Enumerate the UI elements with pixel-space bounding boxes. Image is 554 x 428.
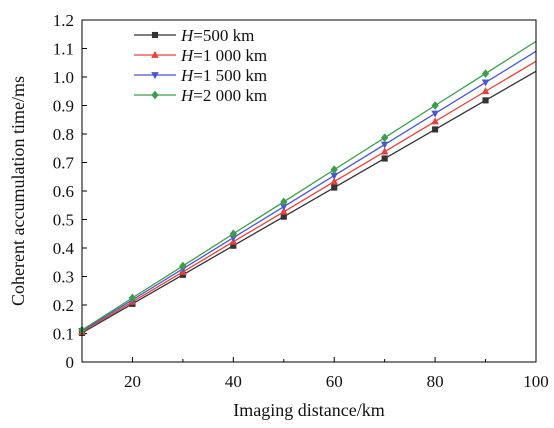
data-point (279, 203, 288, 211)
y-tick-label: 0.4 (53, 239, 75, 258)
y-tick-label: 0.1 (53, 325, 74, 344)
data-point (380, 141, 389, 149)
series-1 (78, 70, 537, 336)
data-point (431, 117, 439, 125)
legend-variable: H (180, 66, 195, 85)
data-point (179, 261, 187, 271)
legend-label: H=1 500 km (180, 66, 267, 85)
series-layer (78, 40, 537, 336)
data-point (229, 229, 237, 239)
x-axis-ticks: 20 40 60 80 100 (81, 357, 549, 391)
legend-item: H=1 500 km (134, 66, 267, 85)
data-point (280, 213, 287, 220)
legend-value: =1 500 km (193, 66, 267, 85)
data-point (330, 172, 339, 180)
legend-label: H=2 000 km (180, 86, 267, 105)
plot-frame (81, 19, 537, 363)
y-tick-label: 1.0 (53, 68, 74, 87)
legend-marker (151, 90, 159, 100)
series-line (81, 70, 537, 334)
legend-marker (151, 72, 159, 80)
legend-item: H=1 000 km (134, 46, 267, 65)
legend-variable: H (180, 46, 195, 65)
x-tick-label: 60 (326, 372, 343, 391)
legend-variable: H (180, 26, 195, 45)
x-tick-label: 20 (124, 372, 141, 391)
x-axis-title: Imaging distance/km (233, 400, 384, 420)
y-tick-label: 0.3 (53, 268, 74, 287)
y-tick-label: 1.2 (53, 11, 74, 30)
y-tick-label: 1.1 (53, 40, 74, 59)
data-point (381, 133, 389, 143)
series-line (81, 40, 537, 331)
data-point (381, 155, 388, 162)
legend-label: H=1 000 km (180, 46, 267, 65)
data-point (481, 87, 490, 95)
data-point (331, 184, 338, 191)
data-point (229, 234, 238, 242)
series-line (81, 50, 537, 332)
legend: H=500 kmH=1 000 kmH=1 500 kmH=2 000 km (134, 26, 267, 105)
data-point (432, 126, 439, 133)
y-tick-label: 0.7 (53, 154, 75, 173)
legend-item: H=500 km (134, 26, 254, 45)
series-3 (78, 50, 537, 336)
y-tick-label: 0.8 (53, 125, 74, 144)
x-tick-label: 80 (427, 372, 444, 391)
x-tick-label: 100 (523, 372, 549, 391)
legend-value: =1 000 km (193, 46, 267, 65)
legend-value: =500 km (193, 26, 254, 45)
legend-value: =2 000 km (193, 86, 267, 105)
data-point (482, 97, 489, 104)
data-point (230, 242, 237, 249)
data-point (128, 293, 137, 303)
legend-marker (151, 50, 159, 58)
y-tick-label: 0.6 (53, 182, 74, 201)
y-axis-ticks: 0 0.1 0.2 0.3 0.4 0.5 0.6 0.7 0.8 0.9 1.0 1.1 1.2 (53, 11, 87, 372)
legend-item: H=2 000 km (134, 86, 267, 105)
series-2 (78, 60, 537, 335)
data-point (431, 110, 439, 118)
y-tick-label: 0.2 (53, 296, 74, 315)
series-4 (78, 40, 537, 335)
data-point (279, 207, 288, 215)
x-tick-label: 40 (225, 372, 242, 391)
y-tick-label: 0 (66, 353, 75, 372)
y-tick-label: 0.9 (53, 97, 74, 116)
data-point (481, 69, 490, 78)
y-axis-title: Coherent accumulation time/ms (8, 76, 28, 306)
y-tick-label: 0.5 (53, 211, 74, 230)
legend-marker (151, 31, 159, 39)
series-line (81, 60, 537, 333)
data-point (280, 197, 288, 207)
legend-label: H=500 km (180, 26, 254, 45)
data-point (481, 79, 490, 87)
data-point (380, 147, 389, 155)
data-point (330, 165, 338, 174)
data-point (431, 101, 439, 110)
legend-variable: H (180, 86, 195, 105)
data-point (330, 177, 339, 185)
